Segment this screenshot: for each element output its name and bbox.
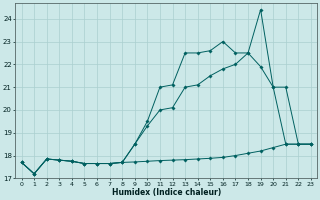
X-axis label: Humidex (Indice chaleur): Humidex (Indice chaleur)	[112, 188, 221, 197]
